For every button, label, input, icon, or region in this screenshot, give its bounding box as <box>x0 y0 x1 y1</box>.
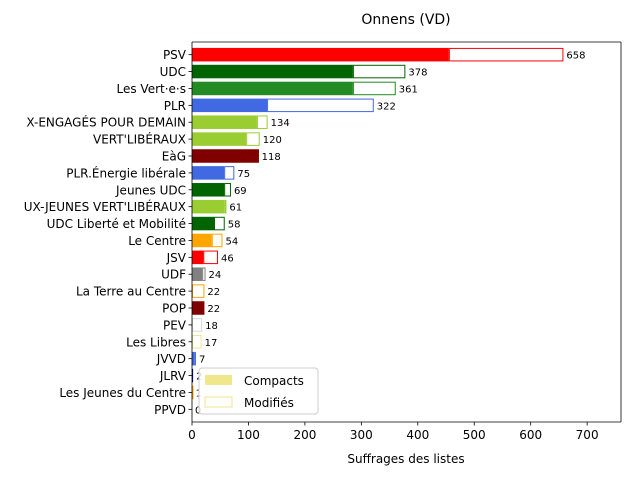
category-label: Les Vert·e·s <box>117 82 187 96</box>
bar-modifies <box>267 98 374 113</box>
category-label: PLR <box>164 99 186 113</box>
total-label: 118 <box>262 152 281 163</box>
category-label: UDC Liberté et Mobilité <box>47 217 186 231</box>
bar-modifies <box>192 318 203 332</box>
total-label: 61 <box>229 203 242 214</box>
category-label: Les Jeunes du Centre <box>59 386 186 400</box>
category-label: Jeunes UDC <box>115 183 186 197</box>
bar-modifies <box>224 199 227 214</box>
bars-layer <box>192 47 564 400</box>
bar-modifies <box>352 81 396 96</box>
total-label: 22 <box>207 287 220 298</box>
total-label: 378 <box>408 68 427 79</box>
total-label: 17 <box>205 338 218 349</box>
x-tick-label: 200 <box>293 428 316 442</box>
total-label: 322 <box>377 101 396 112</box>
total-label: 0 <box>195 405 201 416</box>
total-label: 658 <box>566 51 585 62</box>
bar-modifies <box>194 351 196 366</box>
category-label: JSV <box>166 251 187 265</box>
category-label: PPVD <box>154 403 186 417</box>
bar-compacts <box>192 64 353 79</box>
total-label: 134 <box>271 118 290 129</box>
bar-modifies <box>257 149 259 163</box>
bar-compacts <box>192 81 353 96</box>
total-label: 58 <box>228 220 241 231</box>
x-axis-ticks: 0 100 200 300 400 500 600 700 <box>188 422 599 442</box>
total-label: 18 <box>205 321 218 332</box>
category-label: Les Libres <box>126 335 186 349</box>
bar-compacts <box>192 98 268 113</box>
legend-swatch-compacts <box>205 375 232 385</box>
category-label: UX-JEUNES VERT'LIBÉRAUX <box>24 199 186 214</box>
x-tick-label: 500 <box>463 428 486 442</box>
category-label: PLR.Énergie libérale <box>66 165 186 180</box>
category-label: La Terre au Centre <box>76 285 186 299</box>
total-label: 24 <box>209 270 222 281</box>
total-label: 46 <box>221 253 234 264</box>
category-label: VERT'LIBÉRAUX <box>93 132 186 147</box>
x-tick-label: 100 <box>237 428 260 442</box>
x-tick-label: 400 <box>406 428 429 442</box>
bar-compacts <box>192 267 203 281</box>
bar-modifies <box>202 267 206 281</box>
bar-compacts <box>192 301 205 315</box>
x-tick-label: 600 <box>519 428 542 442</box>
bar-compacts <box>192 351 195 366</box>
bar-modifies <box>256 115 268 129</box>
category-label: JLRV <box>159 369 187 383</box>
bar-modifies <box>203 250 218 265</box>
total-label: 120 <box>263 135 282 146</box>
bar-modifies <box>192 385 194 400</box>
legend-label-modifies: Modifiés <box>244 396 294 410</box>
bar-compacts <box>192 199 225 214</box>
bar-compacts <box>192 183 225 197</box>
category-label: EàG <box>162 150 186 164</box>
bar-modifies <box>246 132 260 146</box>
bar-modifies <box>192 335 202 349</box>
legend-label-compacts: Compacts <box>244 374 304 388</box>
x-tick-label: 0 <box>188 428 196 442</box>
chart-title: Onnens (VD) <box>361 12 450 28</box>
x-axis-label: Suffrages des listes <box>347 452 464 466</box>
bar-compacts <box>192 115 257 129</box>
bar-compacts <box>192 149 258 163</box>
category-label: X-ENGAGÉS POUR DEMAIN <box>26 115 186 130</box>
bar-compacts <box>192 132 247 146</box>
category-label: UDF <box>161 268 186 282</box>
category-label: Le Centre <box>128 234 186 248</box>
bar-compacts <box>192 216 215 231</box>
total-label: 361 <box>399 84 418 95</box>
bar-modifies <box>352 64 406 79</box>
total-label: 22 <box>207 304 220 315</box>
total-label: 7 <box>199 355 205 366</box>
bar-compacts <box>192 368 194 383</box>
category-label: JVVD <box>156 352 186 366</box>
bar-modifies <box>448 47 564 62</box>
bar-compacts <box>192 233 212 248</box>
bar-modifies <box>211 233 223 248</box>
bar-compacts <box>192 166 225 180</box>
x-tick-label: 300 <box>350 428 373 442</box>
category-label: PSV <box>163 48 187 62</box>
bar-compacts <box>192 250 204 265</box>
x-tick-label: 700 <box>576 428 599 442</box>
category-label: UDC <box>160 65 186 79</box>
legend: Compacts Modifiés <box>198 367 319 415</box>
bar-modifies <box>224 166 235 180</box>
category-label: POP <box>162 302 186 316</box>
category-labels: PSV UDC Les Vert·e·s PLR X-ENGAGÉS POUR DEMA… <box>24 48 192 417</box>
legend-swatch-modifies <box>204 396 233 408</box>
total-label: 75 <box>237 169 250 180</box>
total-label: 54 <box>225 236 238 247</box>
total-label: 69 <box>234 186 247 197</box>
category-label: PEV <box>163 318 187 332</box>
bar-modifies <box>214 216 225 231</box>
bar-compacts <box>192 47 449 62</box>
bar-modifies <box>192 284 205 298</box>
bar-modifies <box>224 183 231 197</box>
